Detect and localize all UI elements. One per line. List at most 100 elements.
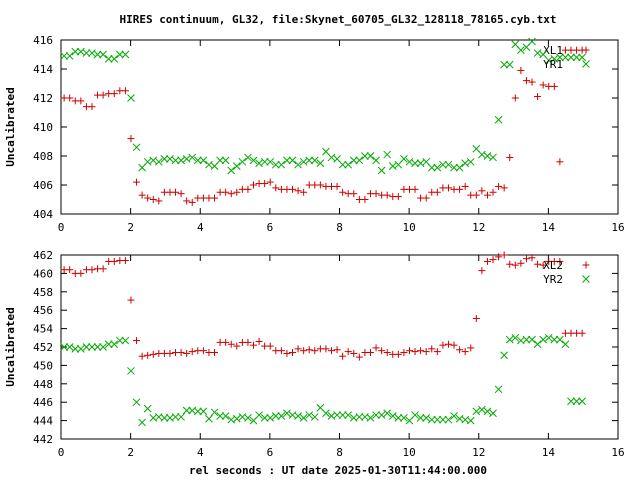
data-point [472, 191, 480, 199]
data-point [149, 156, 158, 165]
data-point [71, 47, 80, 56]
data-point [467, 344, 475, 352]
data-point [193, 156, 202, 165]
data-point [511, 261, 519, 269]
data-point [333, 182, 341, 190]
data-point [104, 54, 113, 63]
data-point [93, 343, 102, 351]
data-point [300, 347, 308, 355]
data-point [60, 52, 68, 60]
data-point [483, 407, 492, 416]
data-point [244, 338, 252, 346]
data-point [99, 343, 107, 351]
data-point [283, 409, 291, 418]
data-point [450, 412, 458, 420]
data-point [361, 196, 369, 203]
data-point [222, 188, 230, 196]
data-point [305, 346, 313, 354]
data-point [444, 340, 452, 348]
data-point [238, 157, 247, 166]
y-tick-label: 462 [33, 249, 53, 262]
data-point [322, 345, 330, 353]
x-tick-label: 14 [542, 446, 556, 459]
data-point [500, 251, 508, 259]
data-point [127, 135, 135, 143]
data-point [66, 94, 74, 102]
data-point [227, 340, 235, 348]
data-point [466, 416, 475, 425]
data-point [506, 260, 514, 268]
data-point [439, 415, 447, 424]
data-point [288, 156, 297, 165]
x-tick-label: 0 [58, 221, 65, 234]
data-point [522, 77, 530, 85]
data-point [383, 409, 392, 418]
data-point [183, 197, 191, 205]
data-point [115, 336, 124, 345]
data-point [244, 185, 252, 193]
data-point [505, 335, 514, 344]
data-point [388, 412, 397, 420]
data-point [143, 404, 152, 413]
data-point [350, 190, 358, 198]
data-point [422, 413, 431, 422]
data-point [205, 414, 213, 423]
data-point [227, 166, 236, 175]
data-point [495, 253, 503, 261]
data-point [233, 188, 241, 196]
data-point [411, 185, 419, 193]
data-point [216, 156, 224, 165]
x-tick-label: 6 [267, 446, 274, 459]
data-point [110, 54, 119, 63]
data-point [483, 152, 492, 160]
data-point [322, 409, 330, 418]
data-point [266, 342, 274, 350]
data-point [544, 333, 553, 342]
data-point [99, 265, 107, 273]
data-point [310, 156, 319, 165]
data-point [539, 81, 547, 89]
data-point [489, 256, 497, 264]
data-point [121, 87, 129, 95]
data-point [383, 349, 391, 357]
data-point [411, 411, 419, 419]
data-point [115, 50, 124, 59]
data-point [110, 257, 118, 265]
data-point [154, 157, 163, 166]
data-point [366, 152, 375, 160]
data-point [450, 163, 458, 172]
data-point [327, 153, 336, 162]
data-point [138, 352, 146, 360]
data-point [166, 155, 174, 163]
data-point [533, 340, 542, 349]
x-tick-label: 2 [127, 221, 134, 234]
data-point [489, 153, 497, 162]
data-point [250, 181, 258, 189]
data-point [283, 349, 291, 357]
x-tick-label: 2 [127, 446, 134, 459]
data-point [405, 157, 414, 166]
x-tick-label: 4 [197, 446, 204, 459]
data-point [260, 157, 269, 166]
data-point [495, 182, 503, 190]
data-point [110, 340, 119, 349]
data-point [305, 156, 314, 165]
data-point [182, 406, 191, 415]
data-point [299, 157, 308, 166]
x-tick-label: 12 [472, 221, 485, 234]
data-point [177, 413, 185, 421]
data-point [405, 347, 413, 355]
data-point [567, 53, 575, 62]
x-tick-label: 0 [58, 446, 65, 459]
data-point [528, 254, 536, 262]
x-tick-label: 4 [197, 221, 204, 234]
data-point [416, 159, 425, 168]
legend-marker [582, 60, 590, 68]
y-tick-label: 444 [33, 415, 53, 428]
data-point [127, 367, 135, 375]
y-tick-label: 406 [33, 179, 53, 192]
data-point [82, 343, 91, 351]
data-point [550, 82, 558, 90]
data-point [283, 156, 291, 165]
data-point [433, 348, 441, 356]
